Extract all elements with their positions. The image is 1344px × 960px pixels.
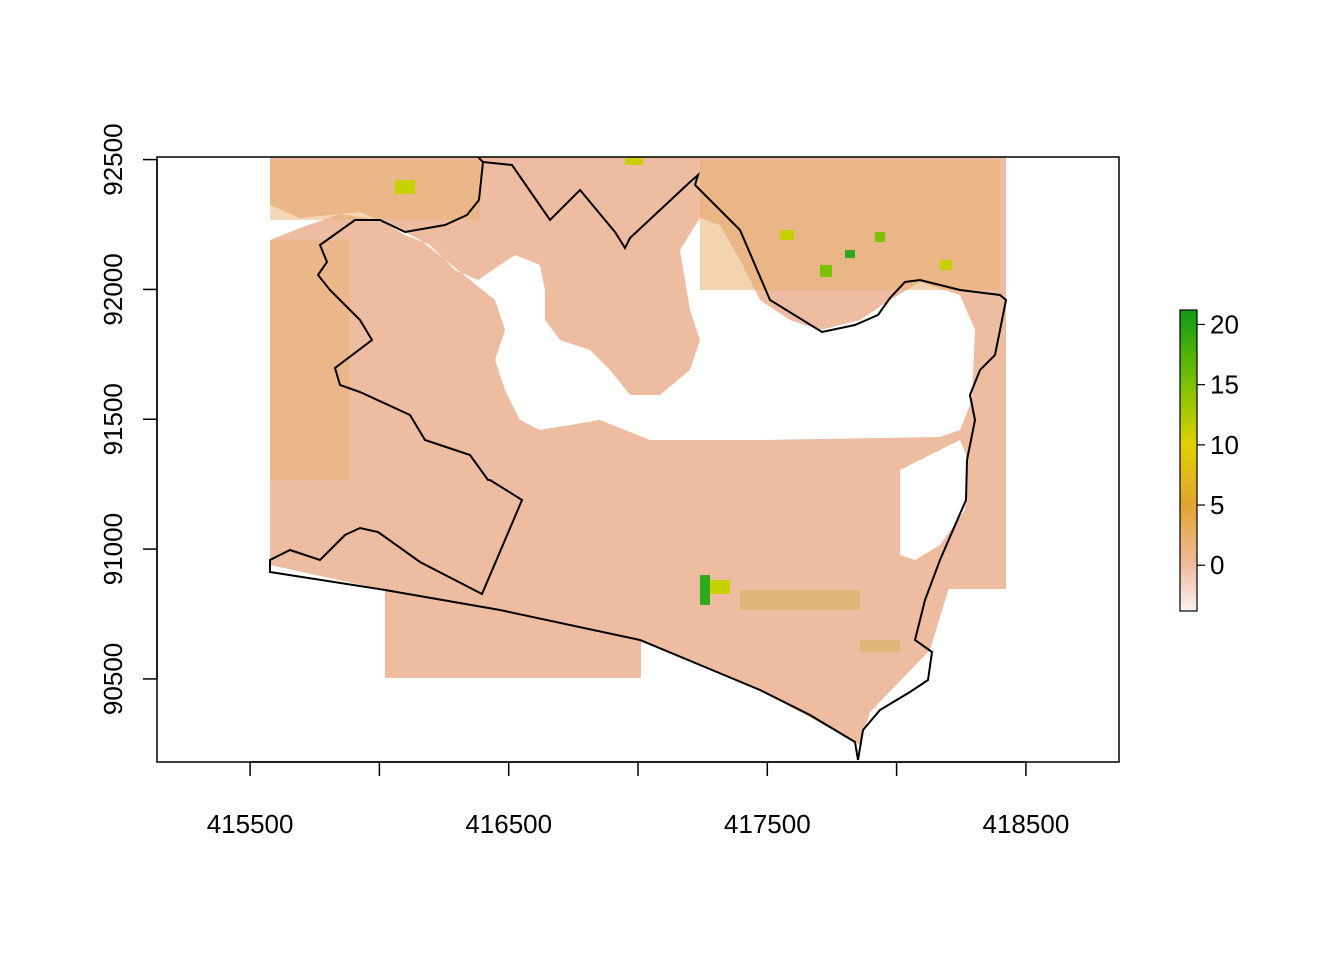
- urban-texture-ne: [270, 157, 1000, 652]
- y-axis: 90500 91000 91500 92000 92500: [98, 123, 158, 715]
- water-lake-east: [900, 440, 968, 560]
- colorbar-tick-label: 20: [1210, 309, 1239, 339]
- colorbar-tick-label: 5: [1210, 490, 1224, 520]
- y-tick-label: 91000: [98, 513, 128, 585]
- boundary-west: [269, 157, 859, 761]
- colorbar-tick-label: 10: [1210, 430, 1239, 460]
- colorbar-tick-label: 0: [1210, 550, 1224, 580]
- x-tick-label: 418500: [983, 809, 1070, 839]
- x-axis: 415500 416500 417500 418500: [207, 761, 1070, 839]
- water-harbour: [270, 205, 975, 440]
- y-tick-label: 90500: [98, 643, 128, 715]
- y-tick-label: 91500: [98, 383, 128, 455]
- colorbar-bar: [1179, 309, 1198, 612]
- colorbar-legend: 0 5 10 15 20: [1179, 309, 1239, 612]
- x-tick-label: 417500: [724, 809, 811, 839]
- no-data-west: [157, 157, 385, 762]
- raster-coastal-strip: [270, 400, 1006, 745]
- colorbar-tick-label: 15: [1210, 370, 1239, 400]
- y-tick-label: 92000: [98, 253, 128, 325]
- y-tick-label: 92500: [98, 123, 128, 195]
- x-tick-label: 415500: [207, 809, 294, 839]
- boundary-east: [482, 161, 1008, 761]
- x-tick-label: 416500: [465, 809, 552, 839]
- raster-layer: [157, 157, 1008, 762]
